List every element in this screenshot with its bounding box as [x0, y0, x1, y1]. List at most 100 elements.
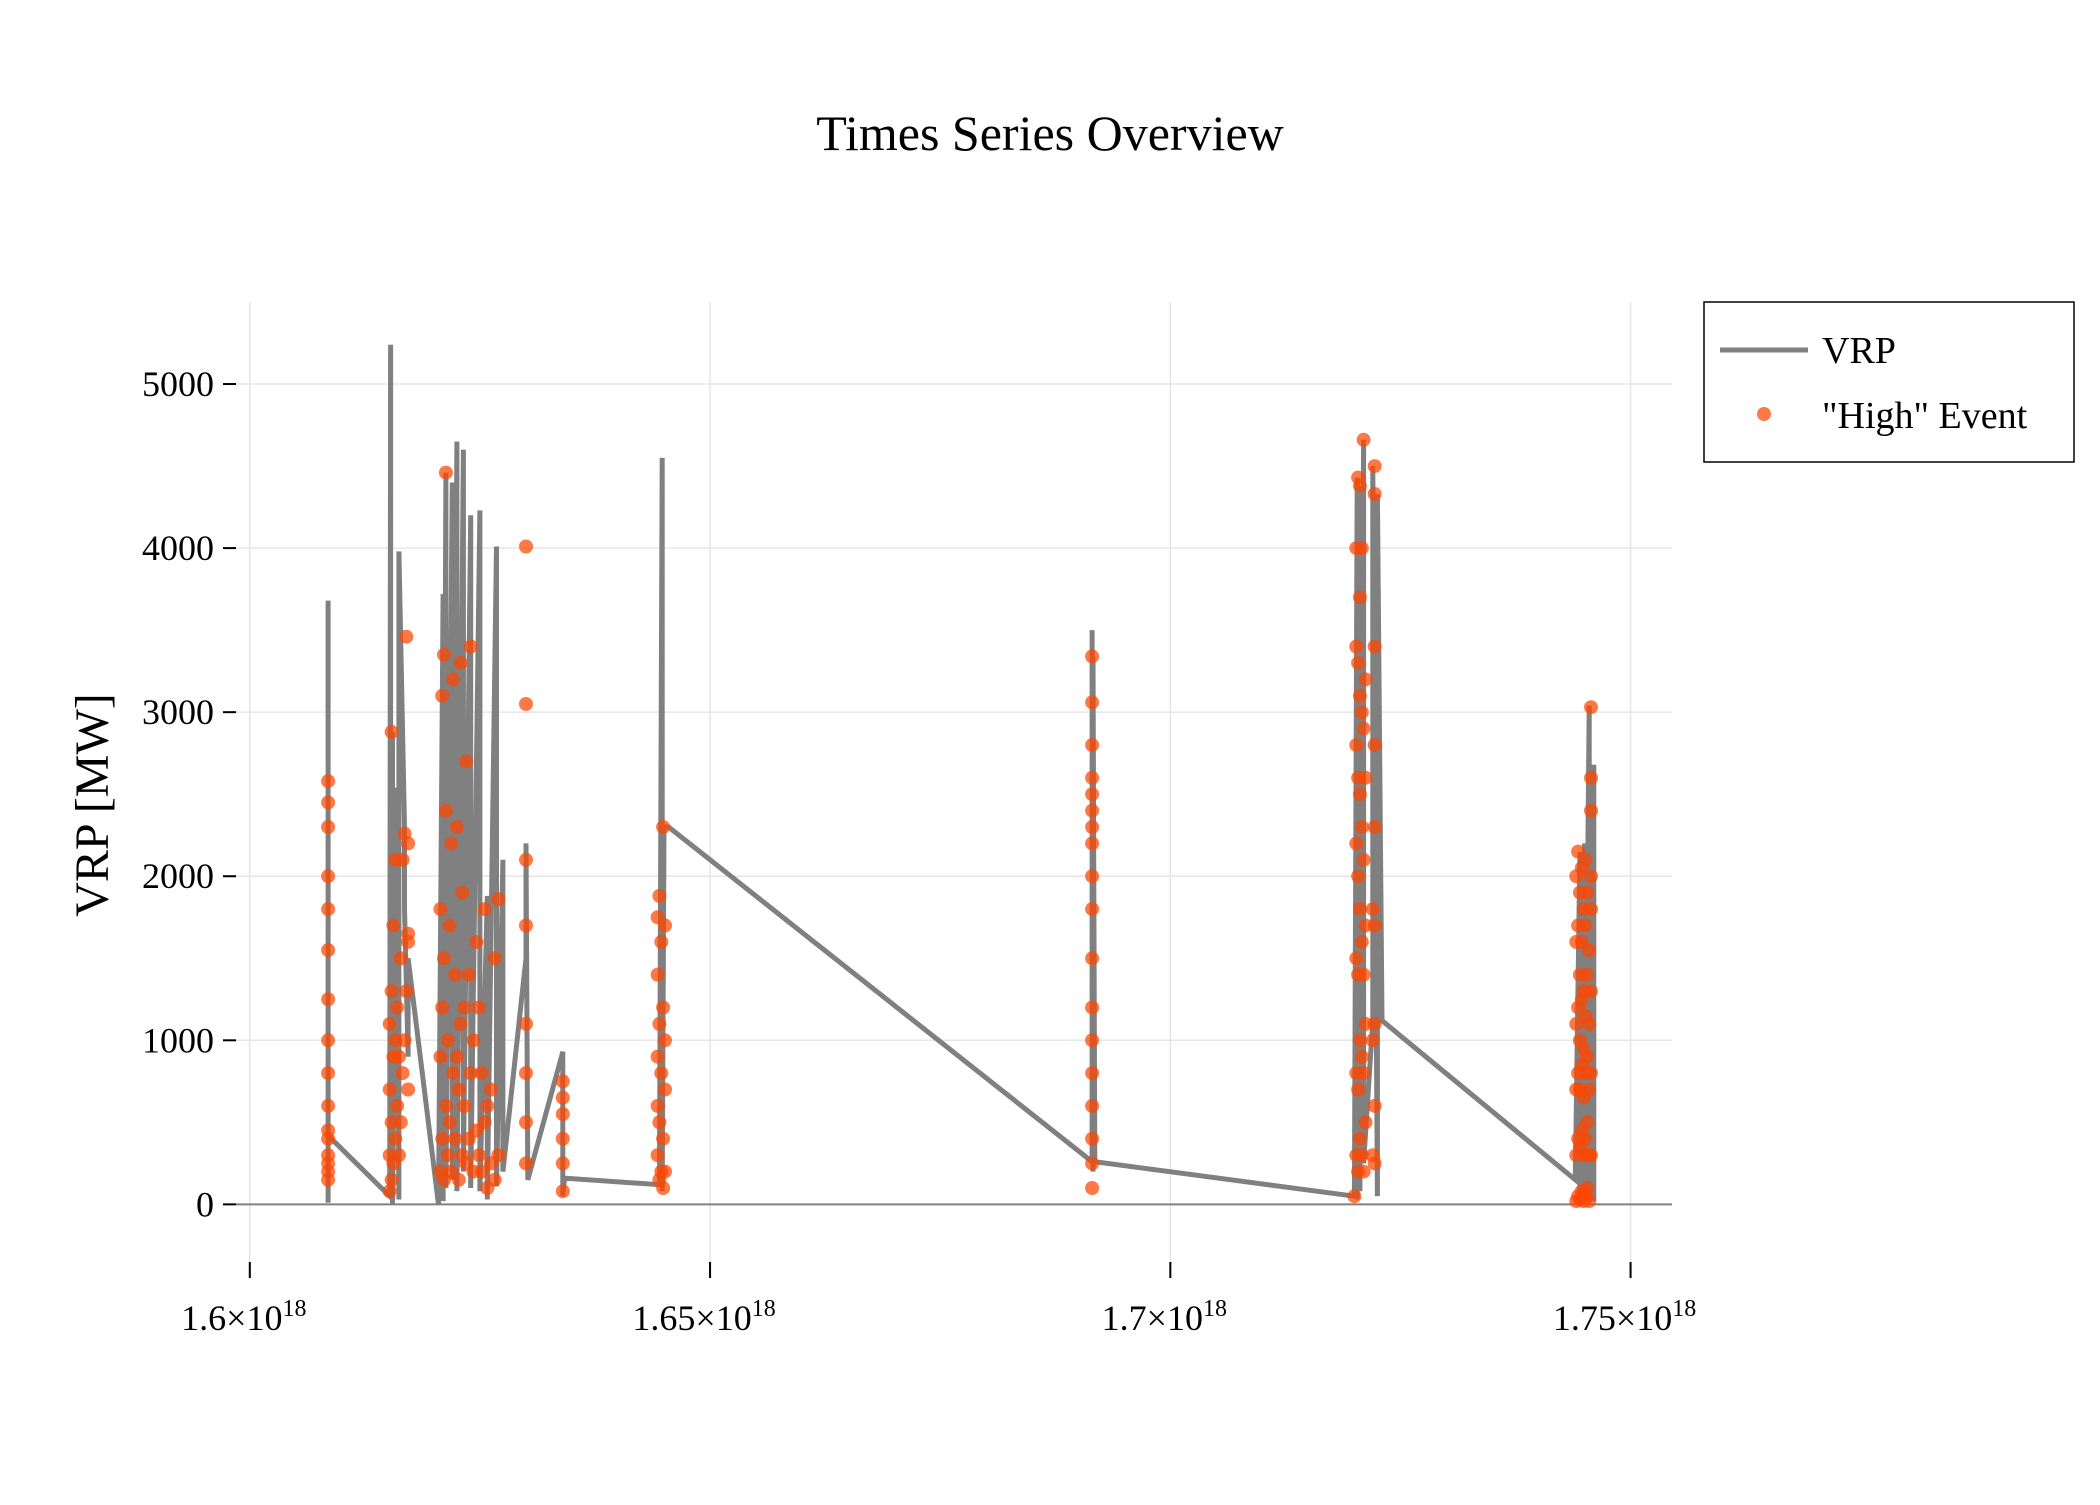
high-event-point — [1367, 1098, 1382, 1113]
high-event-point — [438, 465, 453, 480]
x-tick-label: 1.7×1018 — [1102, 1296, 1227, 1338]
high-event-point — [393, 951, 408, 966]
high-event-point — [658, 1082, 672, 1097]
high-event-point — [1085, 869, 1100, 884]
high-event-point — [1085, 1156, 1100, 1171]
high-event-point — [555, 1107, 570, 1122]
high-event-point — [435, 688, 450, 703]
high-event-point — [1584, 869, 1598, 884]
marker-layer — [321, 432, 1598, 1209]
high-event-point — [321, 943, 336, 958]
high-event-point — [1352, 787, 1367, 802]
y-tick-label: 2000 — [142, 856, 214, 896]
high-event-point — [658, 1033, 672, 1048]
high-event-point — [1356, 1066, 1371, 1081]
high-event-point — [321, 820, 336, 834]
high-event-point — [393, 1115, 408, 1130]
high-event-point — [1085, 770, 1100, 785]
axis-layer: 0 1000 2000 3000 4000 5000 1.6×1018 1.65×1018 1.… — [142, 364, 1696, 1338]
high-event-point — [401, 926, 416, 941]
high-event-point — [401, 1082, 416, 1097]
x-tick-label: 1.65×1018 — [632, 1296, 775, 1338]
high-event-point — [1584, 803, 1598, 818]
high-event-point — [448, 1131, 463, 1146]
high-event-point — [1354, 1049, 1369, 1064]
high-event-point — [455, 885, 470, 900]
high-event-point — [384, 724, 399, 739]
high-event-point — [1085, 902, 1100, 917]
high-event-point — [1580, 1181, 1595, 1195]
high-event-point — [1352, 1131, 1367, 1146]
high-event-point — [487, 1172, 502, 1187]
high-event-point — [437, 647, 451, 662]
high-event-point — [1358, 1115, 1373, 1130]
high-event-point — [1367, 487, 1382, 501]
high-event-point — [1085, 1066, 1100, 1081]
high-event-point — [1354, 820, 1369, 834]
high-event-point — [457, 1098, 472, 1113]
high-event-point — [658, 918, 672, 933]
high-event-point — [382, 1082, 397, 1097]
high-event-point — [1578, 852, 1593, 867]
high-event-point — [519, 1115, 533, 1130]
high-event-point — [446, 1066, 461, 1081]
high-event-point — [555, 1131, 570, 1146]
legend-box — [1703, 301, 2075, 463]
high-event-point — [1349, 639, 1364, 654]
high-event-point — [388, 1131, 403, 1146]
high-event-point — [321, 1066, 336, 1081]
high-event-point — [1578, 1131, 1593, 1146]
high-event-point — [435, 1131, 450, 1146]
high-event-point — [519, 852, 533, 867]
high-event-point — [1085, 1181, 1100, 1195]
high-event-point — [1578, 918, 1593, 933]
high-event-point — [435, 1000, 450, 1015]
high-event-point — [1085, 1000, 1100, 1015]
high-event-point — [459, 754, 474, 769]
high-event-point — [321, 1131, 336, 1146]
high-event-point — [487, 951, 502, 966]
high-event-point — [650, 967, 665, 982]
high-event-point — [1356, 852, 1371, 867]
high-event-point — [477, 1115, 492, 1130]
high-event-point — [1584, 770, 1598, 785]
high-event-point — [1352, 902, 1367, 917]
high-event-point — [656, 1181, 671, 1195]
high-event-point — [1367, 820, 1382, 834]
high-event-point — [321, 992, 336, 1007]
high-event-point — [391, 1148, 406, 1163]
high-event-point — [391, 1049, 406, 1064]
high-event-point — [1349, 738, 1364, 752]
high-event-point — [1085, 649, 1100, 664]
high-event-point — [451, 1082, 466, 1097]
high-event-point — [1352, 1033, 1367, 1048]
high-event-point — [658, 1164, 672, 1179]
high-event-point — [1085, 738, 1100, 752]
high-event-point — [401, 836, 416, 851]
legend-label-vrp: VRP — [1822, 330, 1896, 372]
high-event-point — [1367, 1016, 1382, 1031]
high-event-point — [1580, 967, 1595, 982]
high-event-point — [555, 1156, 570, 1171]
high-event-point — [1085, 803, 1100, 818]
high-event-point — [433, 902, 448, 917]
high-event-point — [457, 1000, 472, 1015]
high-event-point — [1351, 655, 1366, 670]
high-event-point — [1367, 738, 1382, 752]
high-event-point — [449, 1049, 464, 1064]
legend-label-high-event: "High" Event — [1822, 395, 2028, 437]
line-layer — [325, 344, 1597, 1205]
high-event-point — [442, 918, 457, 933]
high-event-point — [1085, 695, 1100, 710]
high-event-point — [656, 1131, 671, 1146]
high-event-point — [472, 1000, 486, 1015]
high-event-point — [555, 1074, 570, 1089]
high-event-point — [654, 1066, 669, 1081]
high-event-point — [463, 1066, 478, 1081]
high-event-point — [453, 655, 468, 670]
vrp-series-line — [325, 344, 1597, 1205]
high-event-point — [555, 1090, 570, 1105]
x-tick-label: 1.75×1018 — [1553, 1296, 1696, 1338]
high-event-point — [650, 1098, 665, 1113]
